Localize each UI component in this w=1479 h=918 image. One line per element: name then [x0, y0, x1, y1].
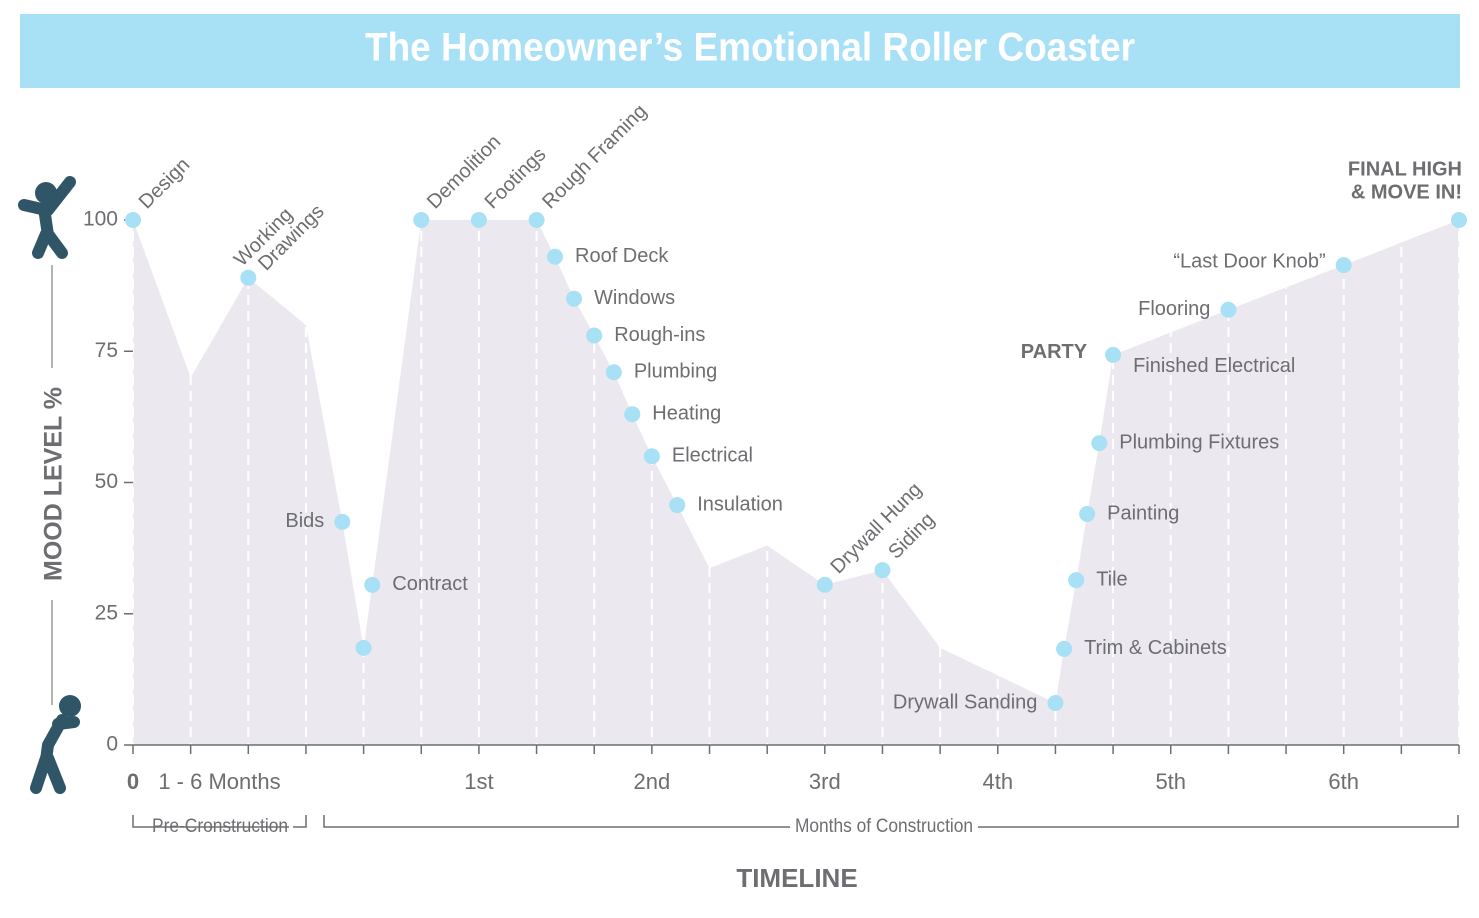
sad-icon [30, 695, 81, 794]
point [547, 248, 564, 265]
point [874, 562, 891, 579]
point-label: Trim & Cabinets [1084, 637, 1227, 659]
point-label: WorkingDrawings [230, 187, 329, 286]
x-tick-label: 2nd [634, 769, 671, 794]
x-tick-label: 6th [1328, 769, 1359, 794]
x-tick-label: 1st [464, 769, 493, 794]
point-label: Electrical [672, 445, 753, 467]
point [566, 290, 583, 307]
y-tick-label: 0 [106, 733, 118, 756]
x-tick-label: 0 [127, 769, 139, 794]
annotation: FINAL HIGH [1348, 158, 1462, 180]
point [1079, 506, 1096, 522]
point-label: Drywall Sanding [893, 691, 1038, 713]
bracket [323, 815, 1459, 828]
bracket-label: Pre-Cronstruction [152, 816, 288, 837]
x-axis-label: TIMELINE [736, 863, 857, 893]
point [1220, 301, 1237, 318]
area [133, 220, 1459, 745]
annotation: & MOVE IN! [1351, 181, 1462, 203]
point [355, 639, 372, 656]
point-label: Tile [1096, 568, 1127, 590]
point [816, 576, 833, 593]
point [669, 497, 686, 514]
point-label: Roof Deck [575, 245, 669, 267]
x-tick-label: 4th [982, 769, 1013, 794]
point-label: Finished Electrical [1133, 355, 1295, 377]
happy-icon [18, 176, 76, 259]
chart-title: The Homeowner’s Emotional Roller Coaster [365, 26, 1135, 70]
point-label: Contract [392, 573, 468, 595]
point-label: Rough Framing [538, 100, 651, 213]
point [643, 448, 660, 465]
y-tick-label: 100 [83, 208, 118, 231]
point-label: Heating [652, 403, 721, 425]
title-bar [20, 14, 1460, 88]
point-label: Design [135, 154, 195, 214]
point-label: Painting [1107, 502, 1179, 524]
point [413, 212, 430, 228]
point [1056, 640, 1073, 657]
point-label: Plumbing [634, 361, 717, 383]
point [1451, 212, 1467, 228]
point [1068, 572, 1085, 589]
point [1091, 435, 1108, 452]
annotation: PARTY [1021, 341, 1088, 363]
point-label: Plumbing Fixtures [1119, 431, 1279, 453]
point [586, 327, 603, 344]
point [624, 406, 641, 423]
point [605, 364, 622, 381]
bracket [132, 815, 307, 828]
point-label: Rough-ins [614, 324, 705, 346]
point [364, 576, 381, 593]
point [528, 212, 545, 228]
point [125, 212, 141, 228]
point [240, 269, 257, 286]
x-tick-label: 5th [1155, 769, 1186, 794]
point-label: Flooring [1138, 298, 1210, 320]
bracket-label: Months of Construction [795, 816, 973, 837]
y-axis-label: MOOD LEVEL % [40, 387, 68, 581]
point [334, 513, 351, 530]
y-tick-label: 25 [95, 601, 118, 624]
point-label: Bids [285, 510, 324, 532]
point [470, 212, 487, 228]
point [1047, 695, 1064, 711]
x-tick-label: 3rd [809, 769, 841, 794]
point [1335, 257, 1352, 274]
point [1105, 346, 1122, 363]
point-label: Insulation [697, 493, 783, 515]
y-tick-label: 75 [95, 339, 118, 362]
x-tick-label: 1 - 6 Months [158, 769, 280, 794]
point-label: Windows [594, 287, 675, 309]
point-label: “Last Door Knob” [1173, 250, 1325, 272]
y-tick-label: 50 [95, 470, 118, 493]
